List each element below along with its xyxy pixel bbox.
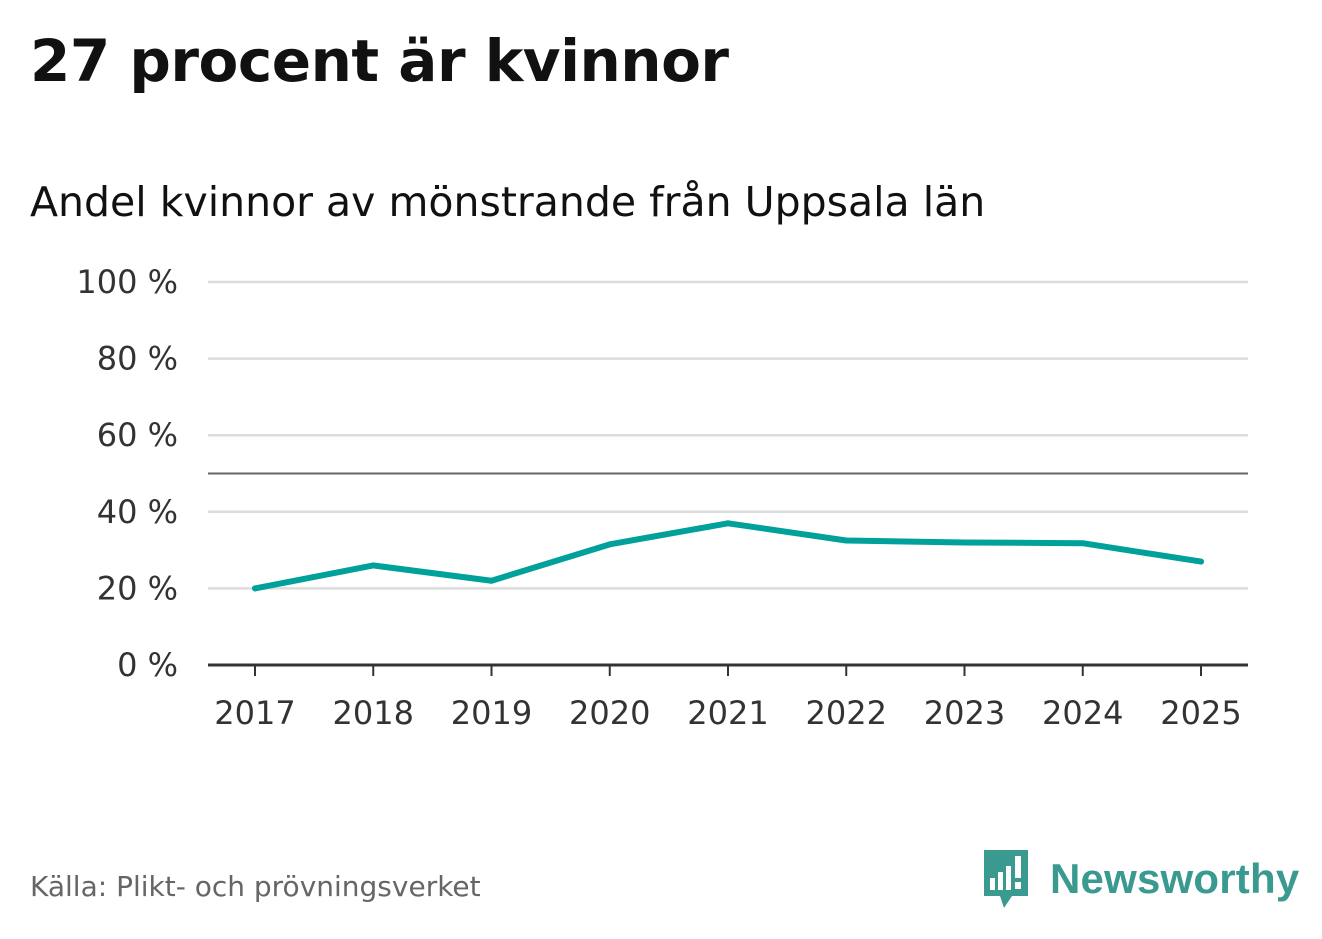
newsworthy-logo-icon [984, 850, 1028, 908]
x-tick-label: 2021 [687, 694, 768, 732]
x-tick-label: 2019 [451, 694, 532, 732]
brand-name: Newsworthy [1050, 855, 1300, 902]
data-point [252, 585, 258, 592]
y-tick-label: 100 % [76, 263, 178, 301]
x-tick-label: 2017 [214, 694, 295, 732]
chart-title: 27 procent är kvinnor [30, 27, 729, 95]
x-tick-label: 2022 [806, 694, 887, 732]
data-point [606, 541, 613, 548]
x-tick-label: 2025 [1160, 694, 1241, 732]
data-point [370, 562, 377, 569]
chart-subtitle: Andel kvinnor av mönstrande från Uppsala… [30, 178, 986, 226]
data-point [1079, 540, 1086, 547]
y-tick-label: 60 % [97, 416, 178, 454]
data-point [1198, 558, 1204, 565]
x-tick-label: 2023 [924, 694, 1005, 732]
x-tick-label: 2018 [333, 694, 414, 732]
data-point [725, 520, 731, 527]
source-note: Källa: Plikt- och prövningsverket [30, 870, 481, 903]
x-tick-label: 2024 [1042, 694, 1123, 732]
data-point [843, 537, 850, 544]
data-point [488, 577, 495, 584]
data-point [961, 539, 968, 546]
y-tick-label: 0 % [117, 646, 178, 684]
y-tick-label: 40 % [97, 493, 178, 531]
y-tick-label: 20 % [97, 569, 178, 607]
series-line [252, 520, 1204, 592]
x-tick-label: 2020 [569, 694, 650, 732]
brand-logo: Newsworthy [982, 848, 1299, 910]
y-tick-label: 80 % [97, 340, 178, 378]
